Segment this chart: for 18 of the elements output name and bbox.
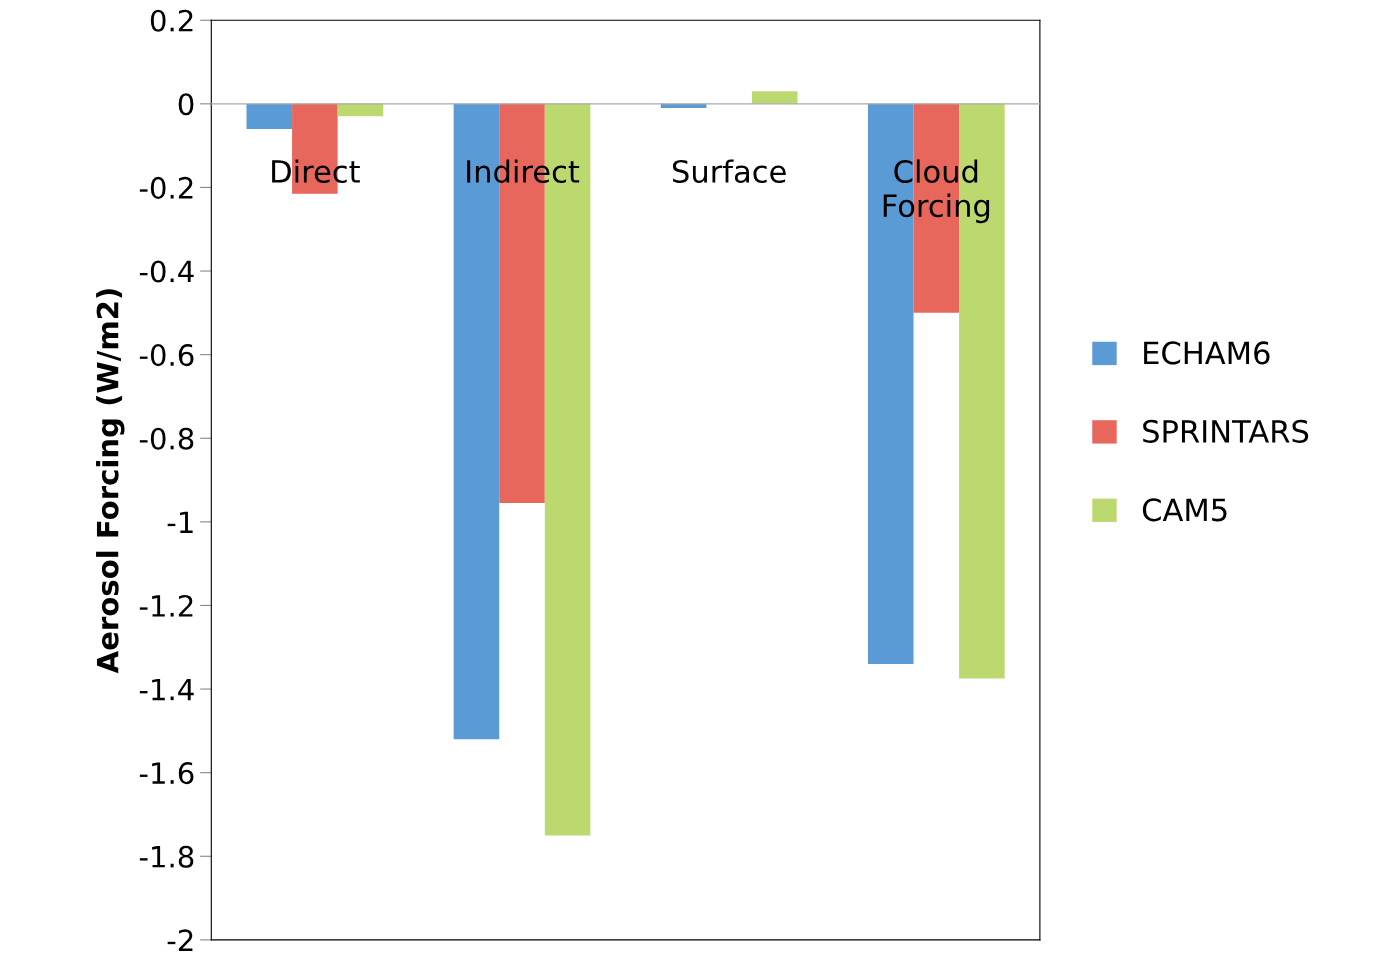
y-tick-label: -0.4 <box>139 260 194 283</box>
y-tick-label: -0.8 <box>139 427 194 450</box>
y-tick-label: -1 <box>167 511 193 533</box>
legend-label: SPRINTARS <box>1143 419 1309 443</box>
y-tick-label: -2 <box>167 929 193 951</box>
y-tick-label: 0 <box>178 93 194 116</box>
y-tick-label: -0.2 <box>139 176 193 199</box>
y-axis-title: Aerosol Forcing (W/m2) <box>96 289 125 674</box>
y-tick-label: 0.2 <box>150 9 193 32</box>
y-tick-label: -1.8 <box>139 845 194 868</box>
x-tick-label: Surface <box>672 159 786 184</box>
y-tick-label: -0.6 <box>139 344 194 367</box>
y-tick-label: -1.4 <box>139 678 194 701</box>
y-tick-label: -1.6 <box>139 762 194 785</box>
legend-label: ECHAM6 <box>1144 341 1270 365</box>
y-tick-label: -1.2 <box>139 594 193 617</box>
x-tick-label: Indirect <box>467 159 580 184</box>
legend-label: CAM5 <box>1142 498 1227 522</box>
